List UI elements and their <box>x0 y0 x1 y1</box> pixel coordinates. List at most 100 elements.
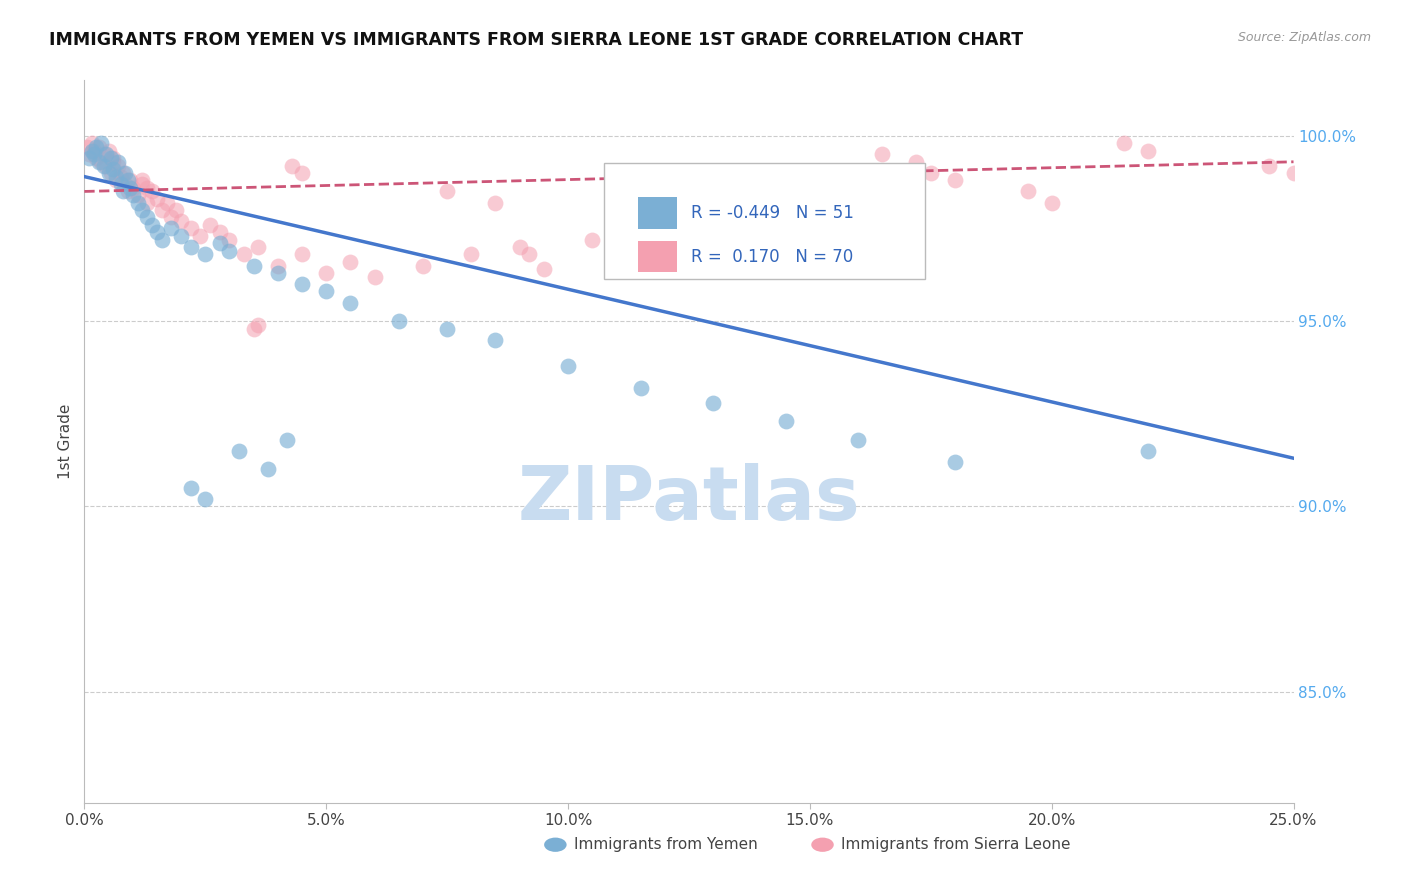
Point <box>127 188 149 202</box>
Point <box>121 180 143 194</box>
Point <box>247 240 270 254</box>
Point <box>114 177 136 191</box>
Point <box>1017 185 1039 199</box>
Point <box>112 185 135 199</box>
Point <box>242 259 264 273</box>
Point <box>291 277 314 291</box>
Point <box>114 166 136 180</box>
Point <box>93 159 115 173</box>
Point <box>90 154 112 169</box>
Point <box>100 166 122 180</box>
Point <box>920 166 942 180</box>
Point <box>155 195 177 210</box>
Point <box>228 443 250 458</box>
Point <box>136 180 159 194</box>
Point <box>120 180 142 194</box>
Point <box>194 491 217 506</box>
Point <box>110 169 132 184</box>
Point <box>180 240 202 254</box>
Point <box>160 221 183 235</box>
Point <box>198 218 221 232</box>
Point <box>218 233 240 247</box>
Point <box>131 177 153 191</box>
Point <box>127 195 149 210</box>
Point <box>702 395 724 409</box>
Point <box>775 414 797 428</box>
FancyBboxPatch shape <box>605 163 925 279</box>
Point <box>943 173 966 187</box>
Point <box>141 218 163 232</box>
Point <box>484 333 506 347</box>
Point <box>460 247 482 261</box>
Point <box>581 233 603 247</box>
Point <box>678 211 700 225</box>
Point <box>93 147 115 161</box>
Point <box>170 214 193 228</box>
Text: Immigrants from Yemen: Immigrants from Yemen <box>574 838 758 852</box>
Point <box>339 255 361 269</box>
Point <box>905 154 928 169</box>
Point <box>257 462 280 476</box>
Point <box>267 259 290 273</box>
Y-axis label: 1st Grade: 1st Grade <box>58 404 73 479</box>
Point <box>436 185 458 199</box>
Point <box>943 455 966 469</box>
Point <box>1137 144 1160 158</box>
Point <box>1114 136 1136 151</box>
Point <box>315 266 337 280</box>
Point <box>605 240 627 254</box>
Point <box>107 159 129 173</box>
Point <box>291 247 314 261</box>
Point <box>702 221 724 235</box>
Point <box>363 269 385 284</box>
Point <box>103 151 125 165</box>
Point <box>339 295 361 310</box>
Point <box>87 140 110 154</box>
Point <box>87 154 110 169</box>
Point <box>190 228 212 243</box>
Point <box>208 225 231 239</box>
Point <box>103 154 125 169</box>
Point <box>136 211 159 225</box>
Point <box>120 173 142 187</box>
Point <box>100 151 122 165</box>
Point <box>218 244 240 258</box>
Point <box>77 147 100 161</box>
Text: R =  0.170   N = 70: R = 0.170 N = 70 <box>692 248 853 266</box>
Point <box>276 433 298 447</box>
Point <box>94 159 117 173</box>
Point <box>136 195 159 210</box>
Text: Source: ZipAtlas.com: Source: ZipAtlas.com <box>1237 31 1371 45</box>
Point <box>131 173 153 187</box>
Point <box>103 162 125 177</box>
Point <box>77 151 100 165</box>
Point <box>509 240 531 254</box>
Point <box>1282 166 1305 180</box>
Point <box>150 233 173 247</box>
Point <box>388 314 411 328</box>
Text: Immigrants from Sierra Leone: Immigrants from Sierra Leone <box>841 838 1070 852</box>
Point <box>557 359 579 373</box>
Point <box>242 321 264 335</box>
Point <box>180 221 202 235</box>
Point <box>436 321 458 335</box>
Point <box>533 262 555 277</box>
Point <box>517 247 540 261</box>
Point <box>484 195 506 210</box>
Point <box>291 166 314 180</box>
Text: IMMIGRANTS FROM YEMEN VS IMMIGRANTS FROM SIERRA LEONE 1ST GRADE CORRELATION CHAR: IMMIGRANTS FROM YEMEN VS IMMIGRANTS FROM… <box>49 31 1024 49</box>
Point <box>104 169 127 184</box>
FancyBboxPatch shape <box>638 241 676 272</box>
Point <box>247 318 270 332</box>
Point <box>104 173 127 187</box>
Point <box>86 151 108 165</box>
Text: R = -0.449   N = 51: R = -0.449 N = 51 <box>692 204 855 222</box>
Point <box>80 136 103 151</box>
Point <box>412 259 434 273</box>
Point <box>90 136 112 151</box>
Point <box>165 202 187 217</box>
Point <box>94 147 117 161</box>
Point <box>194 247 217 261</box>
Point <box>141 185 163 199</box>
Point <box>117 173 139 187</box>
